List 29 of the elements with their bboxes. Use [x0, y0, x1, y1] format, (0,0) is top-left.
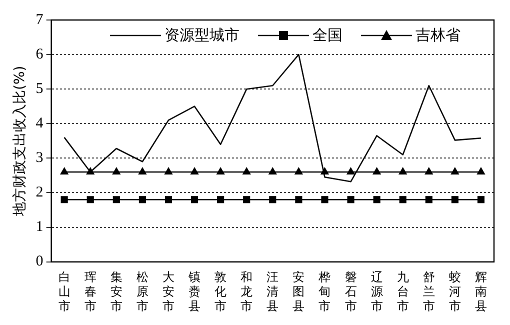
- legend-label: 全国: [312, 26, 342, 45]
- legend-label: 吉林省: [416, 26, 460, 45]
- x-tick-label: 白山市: [58, 270, 70, 313]
- x-tick-label: 汪清县: [266, 270, 279, 313]
- y-tick-label: 3: [36, 150, 44, 166]
- x-tick-label: 桦甸市: [318, 270, 331, 313]
- y-tick-label: 6: [36, 46, 44, 62]
- y-tick-label: 2: [36, 184, 44, 201]
- y-tick-label: 5: [36, 81, 44, 98]
- x-tick-label: 珲春市: [84, 270, 96, 313]
- y-axis-title: 地方财政支出收入比(%): [12, 66, 28, 218]
- x-tick-label: 辽源市: [370, 270, 383, 313]
- y-tick-label: 7: [36, 12, 44, 28]
- x-tick-label: 集安市: [110, 270, 122, 313]
- x-tick-label: 大安市: [162, 270, 174, 313]
- x-tick-label: 舒兰市: [422, 270, 435, 313]
- x-tick-label: 磐石市: [344, 270, 357, 313]
- x-tick-label: 镇赉县: [188, 270, 201, 313]
- x-tick-label: 九台市: [396, 270, 409, 313]
- y-tick-label: 4: [36, 116, 44, 132]
- x-tick-label: 蛟河市: [448, 270, 461, 313]
- x-tick-label: 安图县: [292, 270, 305, 313]
- x-tick-label: 敦化市: [214, 270, 227, 313]
- legend-label: 资源型城市: [164, 26, 240, 45]
- x-tick-label: 和龙市: [240, 270, 253, 313]
- y-tick-label: 0: [36, 254, 44, 270]
- x-tick-label: 松原市: [136, 270, 148, 313]
- y-tick-label: 1: [36, 219, 44, 236]
- x-tick-label: 辉南县: [474, 270, 487, 313]
